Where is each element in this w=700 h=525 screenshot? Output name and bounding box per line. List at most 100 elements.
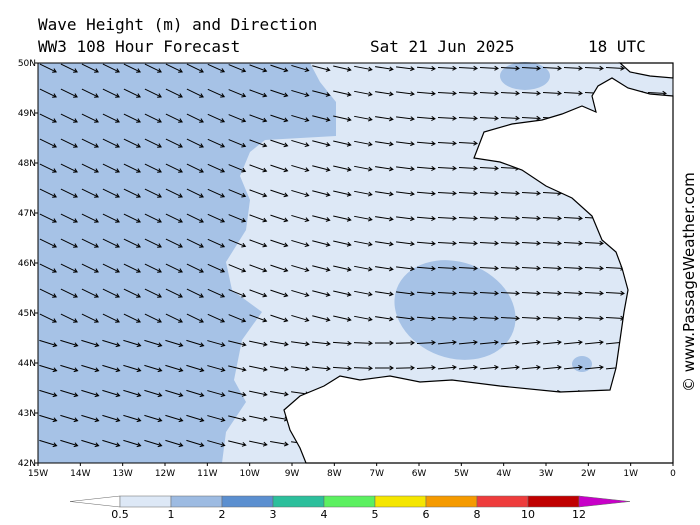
arrow xyxy=(521,315,541,321)
arrow xyxy=(123,288,141,298)
arrow xyxy=(396,216,415,222)
arrow xyxy=(333,165,352,172)
arrow xyxy=(312,215,331,222)
arrow xyxy=(396,166,415,172)
arrow xyxy=(39,138,57,148)
arrow xyxy=(270,390,289,397)
arrow xyxy=(144,288,162,298)
arrow xyxy=(291,264,310,273)
arrow xyxy=(354,315,373,322)
arrow xyxy=(123,313,141,323)
arrow xyxy=(375,141,394,147)
arrow xyxy=(479,215,499,221)
arrow xyxy=(479,190,499,196)
arrow xyxy=(270,64,289,73)
credit: © www.PassageWeather.com xyxy=(680,172,698,392)
arrow xyxy=(333,65,352,72)
arrow xyxy=(39,364,58,373)
arrow xyxy=(354,190,373,197)
arrow xyxy=(458,290,478,296)
arrow xyxy=(542,290,562,296)
map xyxy=(37,62,674,464)
arrow xyxy=(81,163,99,173)
arrow xyxy=(39,63,57,73)
arrow xyxy=(458,364,478,370)
arrow xyxy=(396,241,415,247)
lon-label: 7W xyxy=(369,469,384,479)
arrow xyxy=(60,263,78,273)
arrow xyxy=(542,315,562,321)
arrow xyxy=(354,265,373,272)
arrow xyxy=(60,213,78,223)
arrow xyxy=(458,115,478,121)
arrow xyxy=(39,288,57,298)
arrow xyxy=(207,263,226,273)
arrow xyxy=(437,315,457,321)
arrow xyxy=(479,90,499,96)
arrow xyxy=(249,314,268,323)
arrow xyxy=(165,389,184,398)
arrow xyxy=(81,414,100,423)
lon-label: 3W xyxy=(539,469,554,479)
arrow xyxy=(605,65,625,71)
lon-label: 1W xyxy=(623,469,638,479)
arrow xyxy=(291,289,310,298)
sea-medium xyxy=(572,356,592,372)
arrow xyxy=(228,365,247,372)
arrow xyxy=(249,139,268,148)
arrow xyxy=(144,63,162,73)
arrow xyxy=(144,138,162,148)
arrow xyxy=(500,265,520,271)
arrow xyxy=(396,91,415,97)
arrow xyxy=(81,88,99,98)
colorbar-label: 5 xyxy=(372,508,379,521)
arrow xyxy=(123,113,141,123)
arrow xyxy=(312,140,331,147)
arrow xyxy=(584,65,604,71)
arrow xyxy=(437,90,457,96)
arrow xyxy=(500,290,520,296)
arrow xyxy=(416,191,436,196)
date: Sat 21 Jun 2025 xyxy=(370,37,515,56)
arrow xyxy=(375,291,394,297)
arrow xyxy=(60,364,79,373)
arrow xyxy=(374,340,394,346)
lat-label: 48N xyxy=(18,159,36,169)
lon-label: 10W xyxy=(239,469,259,479)
arrow xyxy=(500,364,520,370)
arrow xyxy=(186,263,204,273)
arrow xyxy=(123,188,141,198)
arrow xyxy=(186,138,204,148)
arrow xyxy=(165,163,183,173)
arrow xyxy=(102,313,120,323)
arrow xyxy=(458,65,478,71)
arrow xyxy=(81,439,100,448)
arrow xyxy=(521,65,541,71)
colorbar-label: 1 xyxy=(168,508,175,521)
arrow xyxy=(395,365,415,371)
arrow xyxy=(416,216,436,221)
arrow xyxy=(228,390,247,397)
arrow xyxy=(291,314,310,323)
arrow xyxy=(39,439,58,448)
arrow xyxy=(81,364,100,373)
arrow xyxy=(249,340,268,347)
arrow xyxy=(416,266,436,271)
arrow xyxy=(458,315,478,321)
arrow xyxy=(81,213,99,223)
arrow xyxy=(416,116,436,121)
arrow xyxy=(123,138,141,148)
arrow xyxy=(458,140,478,146)
arrow xyxy=(312,240,331,247)
arrow xyxy=(521,115,541,121)
arrow xyxy=(123,439,142,448)
arrow xyxy=(39,88,57,98)
arrow xyxy=(228,164,247,173)
arrow xyxy=(81,313,99,323)
arrow xyxy=(375,116,394,122)
arrow xyxy=(228,415,247,422)
arrow xyxy=(332,340,352,346)
arrow xyxy=(165,113,183,123)
arrow xyxy=(333,315,352,322)
arrow xyxy=(563,339,583,345)
